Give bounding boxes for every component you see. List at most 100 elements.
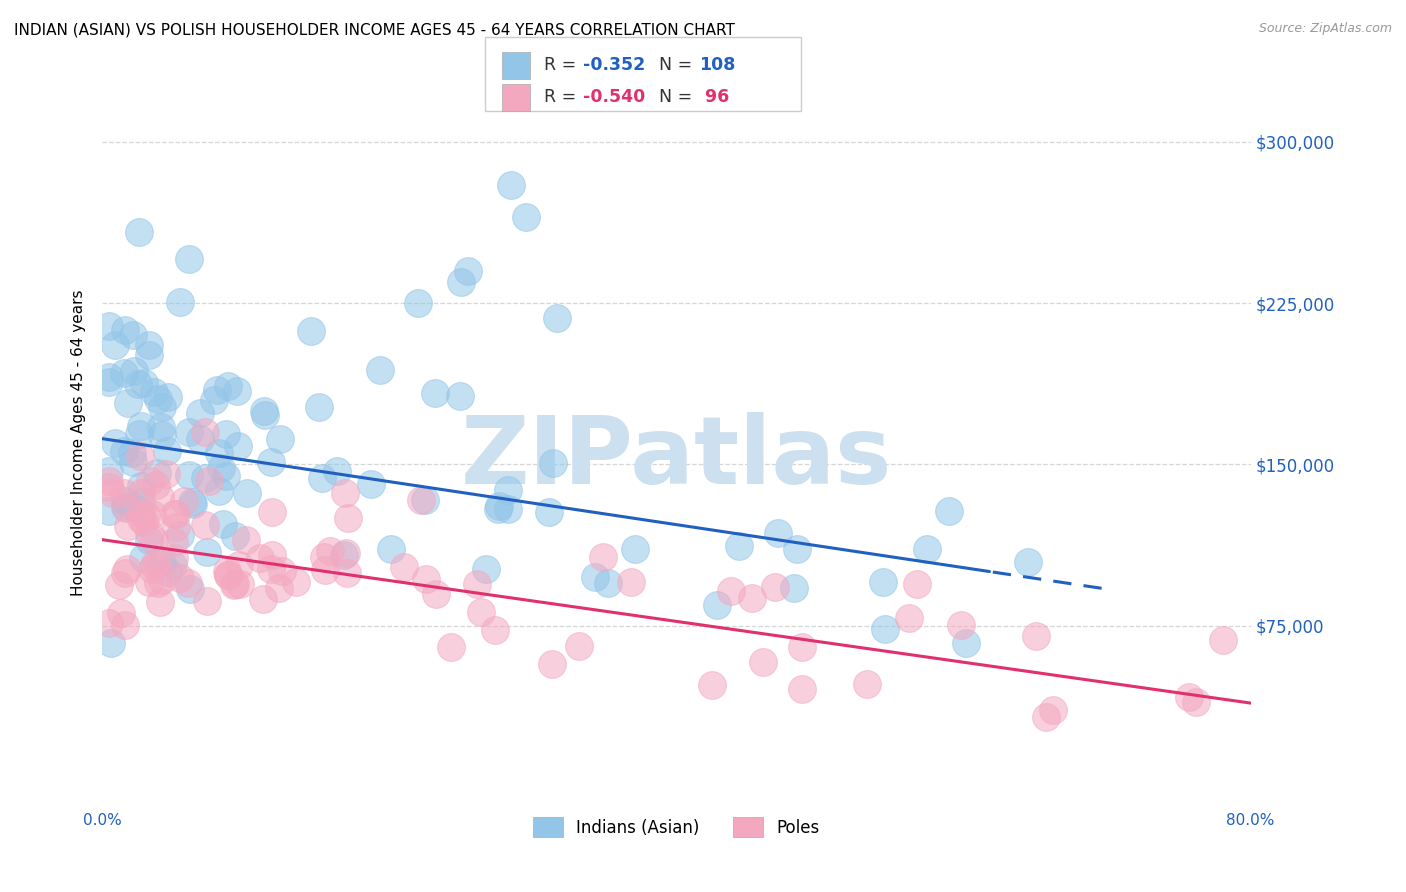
Point <box>224 578 246 592</box>
Point <box>700 678 723 692</box>
Point <box>596 575 619 590</box>
Point <box>333 485 356 500</box>
Point <box>162 558 184 572</box>
Point <box>475 562 498 576</box>
Point <box>425 587 447 601</box>
Point <box>150 428 173 442</box>
Point <box>1042 702 1064 716</box>
Point <box>1017 555 1039 569</box>
Point <box>208 483 231 498</box>
Point <box>165 519 187 533</box>
Point <box>217 568 239 582</box>
Point <box>872 574 894 589</box>
Point <box>211 517 233 532</box>
Point <box>217 379 239 393</box>
Point <box>311 471 333 485</box>
Point <box>855 677 877 691</box>
Point <box>114 322 136 336</box>
Point <box>149 491 172 505</box>
Point <box>915 541 938 556</box>
Point <box>98 474 121 488</box>
Point <box>449 388 471 402</box>
Point <box>955 636 977 650</box>
Point <box>905 576 928 591</box>
Text: 96: 96 <box>699 88 730 106</box>
Text: INDIAN (ASIAN) VS POLISH HOUSEHOLDER INCOME AGES 45 - 64 YEARS CORRELATION CHART: INDIAN (ASIAN) VS POLISH HOUSEHOLDER INC… <box>14 22 735 37</box>
Point <box>260 548 283 562</box>
Point <box>440 640 463 654</box>
Point <box>198 475 221 489</box>
Point <box>413 492 436 507</box>
Point <box>336 566 359 580</box>
Point <box>457 264 479 278</box>
Point <box>104 337 127 351</box>
Point <box>217 564 239 578</box>
Point <box>415 572 437 586</box>
Point <box>146 575 169 590</box>
Point <box>253 408 276 422</box>
Point <box>129 495 152 509</box>
Point <box>470 605 492 619</box>
Point <box>129 419 152 434</box>
Text: -0.352: -0.352 <box>583 56 645 74</box>
Point <box>1212 632 1234 647</box>
Point <box>546 311 568 326</box>
Point <box>269 581 291 595</box>
Point <box>333 548 356 562</box>
Point <box>763 580 786 594</box>
Point <box>98 375 121 389</box>
Point <box>141 562 163 576</box>
Point <box>541 457 564 471</box>
Point <box>104 435 127 450</box>
Point <box>209 461 232 475</box>
Point <box>215 426 238 441</box>
Point <box>177 575 200 590</box>
Point <box>135 508 157 523</box>
Point <box>169 295 191 310</box>
Point <box>1025 629 1047 643</box>
Point <box>792 681 814 696</box>
Text: ZIPatlas: ZIPatlas <box>461 411 893 504</box>
Point <box>270 565 292 579</box>
Point <box>146 392 169 406</box>
Legend: Indians (Asian), Poles: Indians (Asian), Poles <box>526 810 827 844</box>
Point <box>107 578 129 592</box>
Point <box>262 506 284 520</box>
Point <box>163 534 186 549</box>
Point <box>949 617 972 632</box>
Point <box>112 486 135 500</box>
Point <box>188 433 211 447</box>
Point <box>98 319 121 334</box>
Point <box>194 471 217 485</box>
Point <box>766 525 789 540</box>
Point <box>195 594 218 608</box>
Point <box>169 528 191 542</box>
Point <box>792 640 814 655</box>
Point <box>101 486 124 500</box>
Point <box>208 446 231 460</box>
Point <box>122 500 145 515</box>
Point <box>236 486 259 500</box>
Point <box>252 592 274 607</box>
Point <box>114 618 136 632</box>
Point <box>188 407 211 421</box>
Point <box>112 367 135 381</box>
Point <box>484 623 506 637</box>
Point <box>115 501 138 516</box>
Point <box>114 500 136 514</box>
Point <box>150 400 173 414</box>
Point <box>143 384 166 399</box>
Point <box>202 392 225 407</box>
Point <box>129 449 152 463</box>
Point <box>392 560 415 574</box>
Text: Source: ZipAtlas.com: Source: ZipAtlas.com <box>1258 22 1392 36</box>
Point <box>335 546 357 560</box>
Point <box>114 494 136 508</box>
Point <box>620 575 643 590</box>
Point <box>486 502 509 516</box>
Point <box>155 467 177 481</box>
Point <box>177 468 200 483</box>
Point <box>110 606 132 620</box>
Point <box>229 577 252 591</box>
Text: R =: R = <box>544 88 582 106</box>
